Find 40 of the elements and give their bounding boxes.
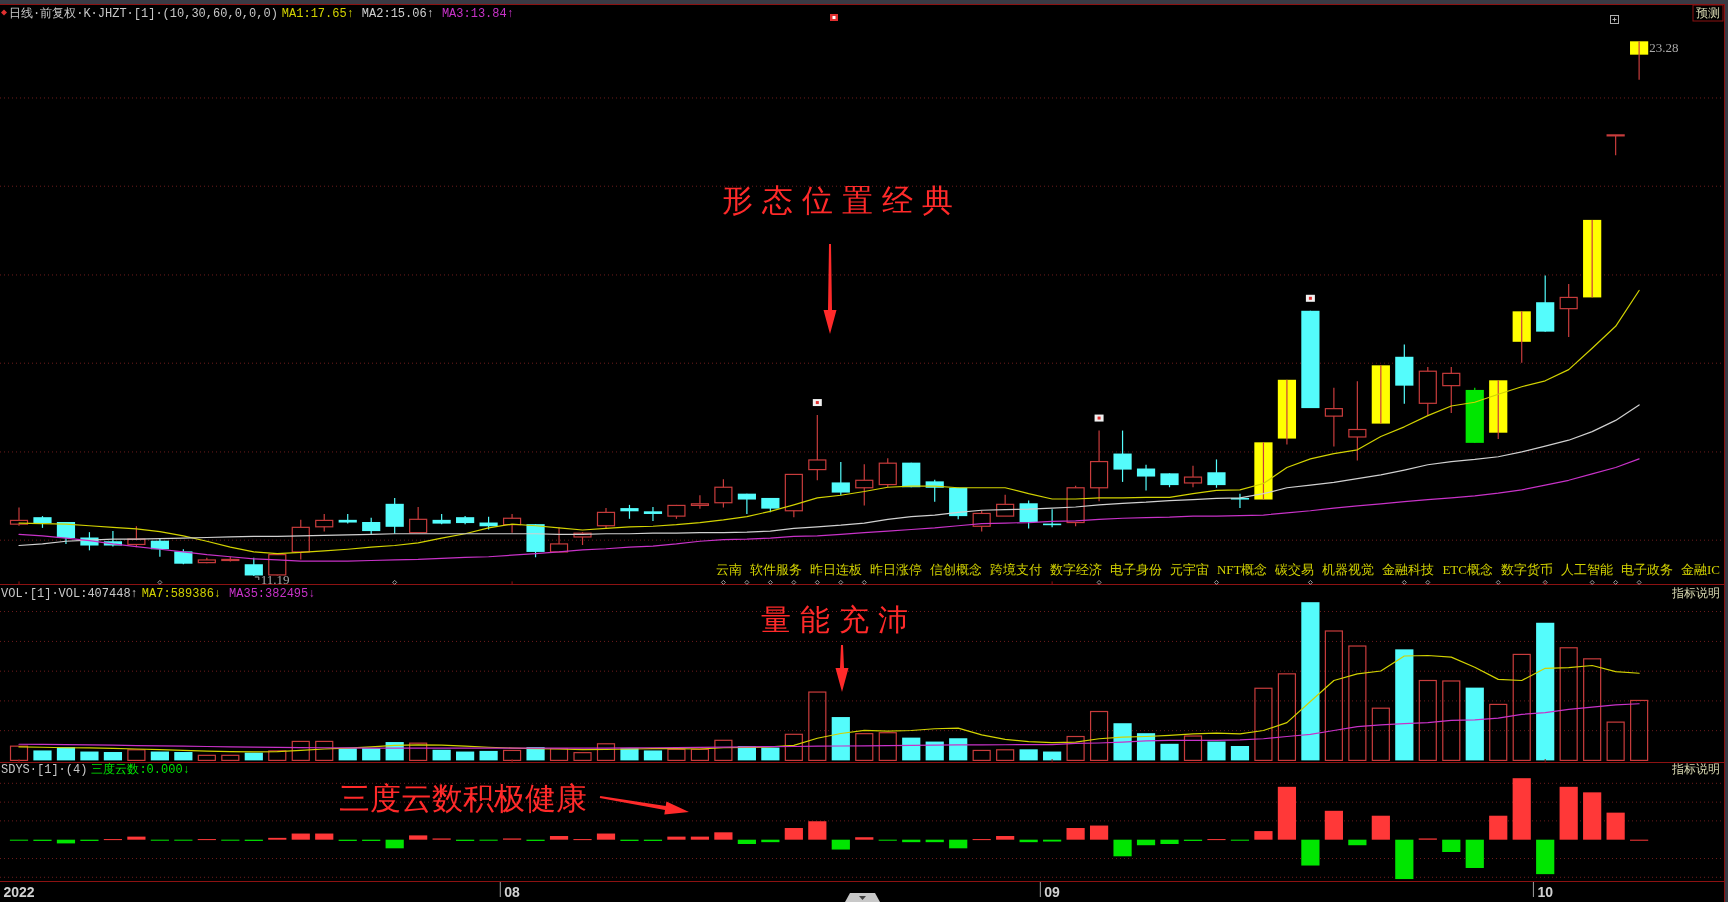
x-tick-label: 09 (1044, 884, 1061, 900)
x-tick-label: 08 (504, 884, 521, 900)
peak-note: 23.28 (1649, 40, 1679, 56)
annotation: 三度云数积极健康 (339, 781, 587, 816)
series-names: MA1:17.65↑ MA2:15.06↑ MA3:13.84↑ (281, 7, 514, 21)
annotation: 昨日涨停 (869, 562, 922, 578)
annotation: 电子身份 (1109, 562, 1162, 578)
annotation: 数字货币 (1501, 562, 1553, 578)
callout: 三度云数积极健康 (339, 781, 689, 816)
annotation: 金融科技 (1382, 562, 1435, 578)
text: 指标说明 (1671, 586, 1720, 600)
annotation: 电子政务 (1621, 562, 1673, 578)
annotation: 云南 (715, 562, 742, 578)
annotation: 机器视觉 (1322, 562, 1375, 578)
series-names: MA7:589386↓ MA35:382495↓ (141, 587, 316, 601)
annotation: 11.19 (260, 572, 290, 587)
annotation: 信创概念 (929, 562, 982, 578)
annotation: ETC概念 (1442, 562, 1493, 578)
annotation: 跨境支付 (989, 562, 1042, 578)
text: 金融IC (1681, 562, 1720, 578)
callout: 量能充沛 (761, 603, 917, 692)
annotation: 数字经济 (1049, 562, 1102, 578)
x-tick-label: 10 (1537, 884, 1554, 900)
value-label: 11.19 (254, 572, 290, 587)
chart-title: 日线·前复权·K·JHZT·[1]·(10,30,60,0,0,0) (9, 7, 278, 21)
callout: 形态位置经典 (722, 183, 962, 334)
annotation: NFT概念 (1216, 562, 1268, 578)
series-names: 三度云数:0.000↓ (91, 763, 190, 777)
chart-title: SDYS·[1]·(4) (1, 763, 88, 777)
annotation: 量能充沛 (761, 603, 917, 636)
annotation: 人工智能 (1561, 562, 1613, 578)
annotation: 碳交易 (1274, 562, 1315, 578)
text: 预测 (1696, 6, 1720, 20)
annotation: 形态位置经典 (722, 183, 962, 218)
chart-title: VOL·[1]·VOL:407448↑ (1, 587, 138, 601)
x-tick-label: 2022 (3, 884, 35, 900)
annotation: 昨日连板 (809, 562, 862, 578)
text: 指标说明 (1671, 762, 1720, 776)
annotation: 软件服务 (749, 562, 802, 578)
annotation: 元宇宙 (1169, 562, 1209, 578)
